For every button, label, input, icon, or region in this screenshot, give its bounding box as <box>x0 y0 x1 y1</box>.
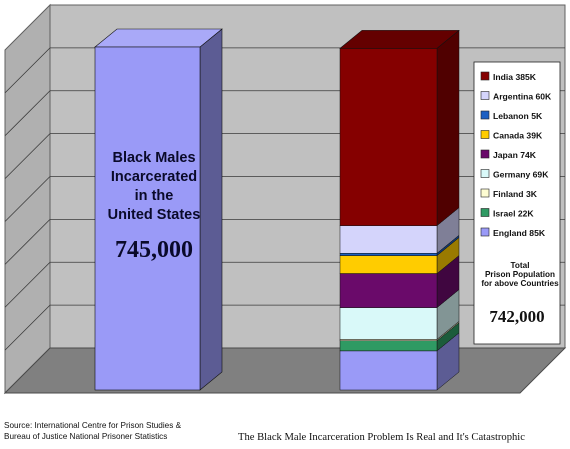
segment-germany-front <box>339 307 438 340</box>
segment-india-side <box>436 29 460 227</box>
legend-swatch-0 <box>480 71 490 81</box>
gridline-side <box>4 133 51 179</box>
left-bar-label-line-4: United States <box>108 207 201 223</box>
gridline-side <box>4 219 51 265</box>
legend-box <box>473 61 561 345</box>
bars <box>94 28 460 391</box>
left-bar-label-line-3: in the <box>135 188 174 204</box>
legend-swatch-6 <box>480 188 490 198</box>
legend-swatch-1 <box>480 91 490 100</box>
gridline-side <box>4 90 51 137</box>
left-bar-label-line-2: Incarcerated <box>111 169 197 185</box>
legend-label-7: Israel 22K <box>493 209 534 219</box>
left-bar-front <box>94 46 201 391</box>
legend-swatch-2 <box>480 110 490 120</box>
source-line-1: Source: International Centre for Prison … <box>4 421 182 430</box>
legend-label-0: India 385K <box>493 72 537 82</box>
legend-label-8: England 85K <box>493 228 546 238</box>
legend-swatch-5 <box>480 169 490 178</box>
segment-canada-front <box>339 255 438 274</box>
legend-swatch-8 <box>480 227 490 237</box>
caption: The Black Male Incarceration Problem Is … <box>238 432 525 443</box>
legend-total-label-2: for above Countries <box>481 279 559 288</box>
segment-india-front <box>339 48 438 226</box>
segment-finland <box>339 320 460 342</box>
segment-india <box>339 29 460 227</box>
legend-total-label-1: Prison Population <box>485 270 555 279</box>
left-bar <box>94 28 223 391</box>
segment-india-top <box>339 30 460 49</box>
segment-argentina <box>339 207 460 254</box>
segment-israel-front <box>339 340 438 352</box>
legend-total-label-0: Total <box>511 261 530 270</box>
segment-england <box>339 332 460 391</box>
legend-label-1: Argentina 60K <box>493 92 552 102</box>
legend-swatch-7 <box>480 208 490 217</box>
legend-label-4: Japan 74K <box>493 150 537 160</box>
legend: India 385K Argentina 60K Lebanon 5K Canada … <box>473 61 561 345</box>
left-bar-label-line-1: Black Males <box>112 150 195 166</box>
segment-england-front <box>339 350 438 391</box>
legend-label-3: Canada 39K <box>493 131 543 141</box>
gridline-side <box>4 304 51 351</box>
segment-canada <box>339 237 460 275</box>
legend-total-value: 742,000 <box>489 307 544 326</box>
legend-swatch-3 <box>480 130 490 139</box>
segment-japan-front <box>339 273 438 308</box>
legend-label-2: Lebanon 5K <box>493 111 543 121</box>
floor <box>3 347 567 394</box>
segment-japan <box>339 254 460 309</box>
source-line-2: Bureau of Justice National Prisoner Stat… <box>4 432 167 441</box>
segment-lebanon-front <box>339 253 438 256</box>
segment-argentina-front <box>339 225 438 254</box>
gridline-side <box>4 47 51 94</box>
legend-label-6: Finland 3K <box>493 189 538 199</box>
left-bar-side <box>199 28 223 391</box>
segment-germany <box>339 289 460 340</box>
left-bar-label: Black Males Incarcerated in the United S… <box>108 150 201 263</box>
gridline-side <box>4 261 51 308</box>
legend-swatch-4 <box>480 149 490 159</box>
footer: Source: International Centre for Prison … <box>4 421 525 443</box>
left-bar-top <box>94 28 223 48</box>
left-bar-value: 745,000 <box>115 237 193 263</box>
gridline-side <box>4 176 51 222</box>
legend-label-5: Germany 69K <box>493 170 549 180</box>
